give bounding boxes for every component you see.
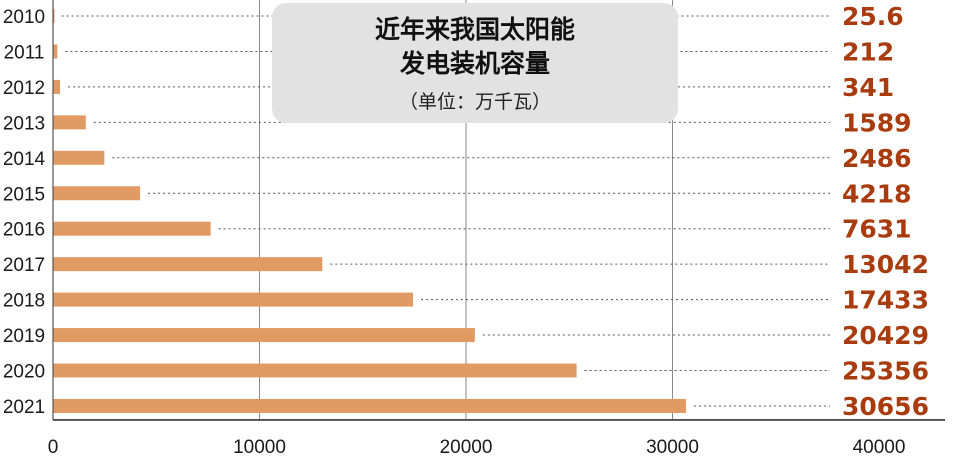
x-tick-label: 40000 xyxy=(853,437,906,458)
bar-2015 xyxy=(53,186,141,201)
x-tick-label: 20000 xyxy=(440,437,493,458)
value-label-2021: 30656 xyxy=(842,392,929,421)
year-label-2016: 2016 xyxy=(3,220,45,241)
year-label-2010: 2010 xyxy=(3,7,45,28)
bar-2020 xyxy=(53,363,577,378)
value-label-2013: 1589 xyxy=(842,108,912,137)
bar-2012 xyxy=(53,79,61,94)
year-label-2017: 2017 xyxy=(3,255,45,276)
bar-2011 xyxy=(53,44,58,59)
value-label-2014: 2486 xyxy=(842,144,912,173)
bars xyxy=(53,9,687,413)
year-label-2013: 2013 xyxy=(3,113,45,134)
value-label-2016: 7631 xyxy=(842,215,912,244)
bar-2019 xyxy=(53,328,475,343)
value-label-2018: 17433 xyxy=(842,286,929,315)
chart-title-line-2: 发电装机容量 xyxy=(399,49,550,78)
value-label-2011: 212 xyxy=(842,37,894,66)
value-label-2012: 341 xyxy=(842,73,894,102)
year-label-2012: 2012 xyxy=(3,78,45,99)
bar-2016 xyxy=(53,221,211,236)
value-label-2019: 20429 xyxy=(842,321,929,350)
year-label-2020: 2020 xyxy=(3,362,45,383)
x-tick-label: 10000 xyxy=(233,437,286,458)
bar-2014 xyxy=(53,150,105,165)
value-label-2015: 4218 xyxy=(842,179,912,208)
value-label-2020: 25356 xyxy=(842,357,929,386)
bar-2017 xyxy=(53,257,323,272)
x-tick-label: 30000 xyxy=(646,437,699,458)
year-label-2019: 2019 xyxy=(3,326,45,347)
chart-title-line-1: 近年来我国太阳能 xyxy=(374,15,575,44)
axes xyxy=(52,0,945,421)
year-label-2018: 2018 xyxy=(3,291,45,312)
labels: 0 10000 20000 30000 40000 2010 25.6 2011 212 2012… xyxy=(3,2,929,458)
bar-2013 xyxy=(53,115,86,130)
bar-2018 xyxy=(53,292,413,307)
year-label-2014: 2014 xyxy=(3,149,46,170)
x-tick-label: 0 xyxy=(48,437,59,458)
chart-title-box: 近年来我国太阳能 发电装机容量 （单位：万千瓦） xyxy=(272,3,678,123)
bar-2010 xyxy=(53,9,55,23)
value-label-2010: 25.6 xyxy=(842,2,904,31)
bar-2021 xyxy=(53,398,687,413)
value-label-2017: 13042 xyxy=(842,250,929,279)
year-label-2021: 2021 xyxy=(3,397,45,418)
year-label-2011: 2011 xyxy=(4,42,45,63)
chart-subtitle: （单位：万千瓦） xyxy=(398,91,551,113)
year-label-2015: 2015 xyxy=(3,184,45,205)
